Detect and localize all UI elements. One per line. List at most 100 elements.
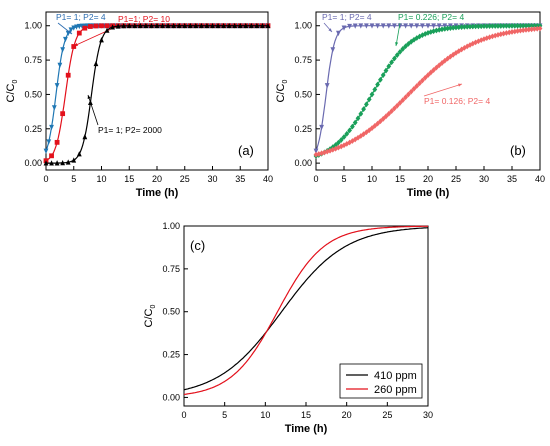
data-point [226,22,232,29]
data-point [71,157,77,163]
data-point [428,69,434,76]
data-point [512,22,518,29]
data-point [149,22,154,29]
data-point [265,22,271,29]
data-point [408,88,414,95]
data-point [498,23,504,29]
data-point [420,77,425,84]
series-line [315,25,540,157]
data-point [403,23,408,29]
data-point [386,23,392,29]
data-point [54,160,60,166]
data-point [132,22,138,29]
series-annotation: P1=1; P2= 10 [118,14,170,24]
data-point [380,23,386,29]
x-tick-label: 0 [43,174,48,184]
data-point [520,22,526,29]
series-line [46,25,268,164]
x-tick-label: 5 [222,410,227,420]
data-point [372,86,378,93]
data-point [336,139,341,146]
data-point [414,83,420,89]
data-point [523,22,529,29]
data-point [210,22,215,29]
data-point [154,22,160,29]
data-point [187,22,193,29]
series-line [315,27,541,156]
legend-box [339,363,423,399]
data-point [411,85,417,92]
series-annotation: P1= 1; P2= 4 [56,12,106,22]
x-axis-label: Time (h) [136,187,179,199]
annotation-arrowhead [328,28,332,32]
data-point [82,25,88,31]
data-point [104,23,110,29]
data-point [341,25,347,31]
x-axis-label: Time (h) [285,423,328,435]
data-point [439,26,445,33]
data-point [467,23,473,30]
data-point [104,27,110,33]
series-annotation: P1= 0.126; P2= 4 [424,96,490,106]
data-point [364,101,369,108]
y-axis-label: C/C0 [275,79,289,102]
data-point [397,99,403,106]
data-point [43,148,49,154]
annotation-arrow [395,22,401,47]
data-point [484,23,490,29]
data-point [369,23,375,29]
x-tick-label: 30 [423,410,433,420]
y-tick-label: 1.00 [24,21,42,31]
data-point [526,22,532,29]
data-point [383,113,389,120]
data-point [506,22,512,29]
x-tick-label: 15 [124,174,134,184]
data-point [341,142,347,149]
data-point [57,62,63,69]
x-tick-label: 30 [207,174,217,184]
data-point [160,22,165,29]
data-point [347,23,352,30]
data-point [99,37,104,43]
data-point [76,30,82,36]
annotation-arrow [87,94,99,126]
data-point [389,108,394,114]
data-point [534,25,540,32]
data-point [352,119,358,126]
y-tick-label: 0.00 [24,158,42,168]
panel-label: (b) [510,143,526,158]
data-point [352,23,358,29]
data-point [406,91,411,98]
data-point [243,22,249,29]
y-axis-label: C/C0 [5,79,19,102]
data-point [464,23,470,30]
data-point [115,23,121,29]
x-tick-label: 0 [181,410,186,420]
annotation-arrowhead [395,42,399,46]
x-tick-label: 15 [395,174,405,184]
y-tick-label: 0.25 [24,124,42,134]
data-point [470,23,476,30]
data-point [456,24,462,31]
x-tick-label: 20 [423,174,433,184]
y-tick-label: 0.75 [162,264,180,274]
data-point [60,159,66,166]
data-point [319,124,324,131]
data-point [49,124,54,131]
data-point [476,23,481,30]
data-point [375,81,380,88]
data-point [63,36,68,43]
data-point [392,55,397,62]
data-point [313,148,319,154]
series-line [45,25,268,162]
x-tick-label: 5 [341,174,346,184]
data-point [378,76,383,83]
y-tick-label: 0.00 [162,392,180,402]
data-point [392,105,397,112]
data-point [481,36,487,43]
x-tick-label: 35 [507,174,517,184]
data-point [453,49,459,56]
data-point [344,130,350,137]
data-point [425,23,431,29]
data-point [380,115,386,122]
